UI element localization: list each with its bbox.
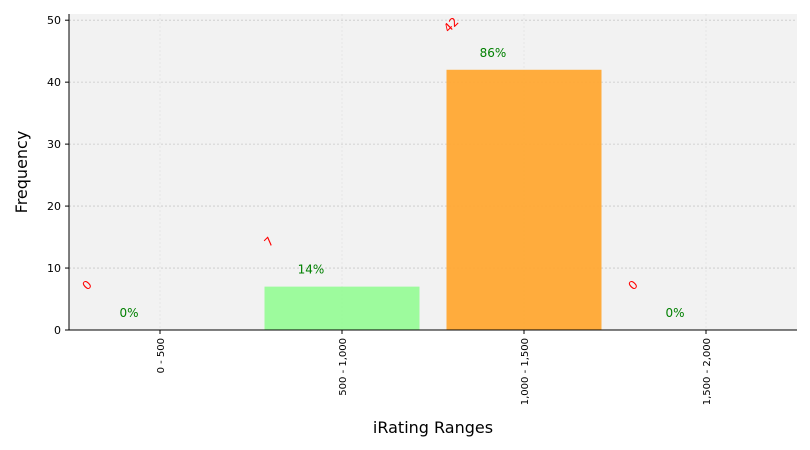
x-tick-label: 500 - 1,000 (338, 338, 349, 396)
y-tick-label: 0 (54, 324, 61, 337)
y-tick-label: 20 (47, 200, 61, 213)
percent-label: 0% (119, 306, 138, 320)
bar-layer (264, 69, 602, 330)
x-axis-title: iRating Ranges (373, 418, 493, 437)
bar (446, 69, 602, 330)
y-tick-label: 30 (47, 138, 61, 151)
percent-label: 14% (298, 263, 325, 277)
x-tick-label: 1,000 - 1,500 (520, 338, 531, 405)
percent-label: 86% (480, 46, 507, 60)
x-tick-label: 1,500 - 2,000 (702, 338, 713, 405)
y-tick-label: 50 (47, 14, 61, 27)
bar (264, 286, 420, 330)
y-tick-label: 40 (47, 76, 61, 89)
percent-label: 0% (665, 306, 684, 320)
y-axis-title: Frequency (12, 131, 31, 214)
plot-background (69, 14, 797, 330)
x-tick-label: 0 - 500 (156, 338, 167, 373)
y-tick-label: 10 (47, 262, 61, 275)
axis-layer: 0 10 20 30 40 50 0 - 500 500 - 1,000 1,000 - 1,5… (47, 14, 797, 405)
